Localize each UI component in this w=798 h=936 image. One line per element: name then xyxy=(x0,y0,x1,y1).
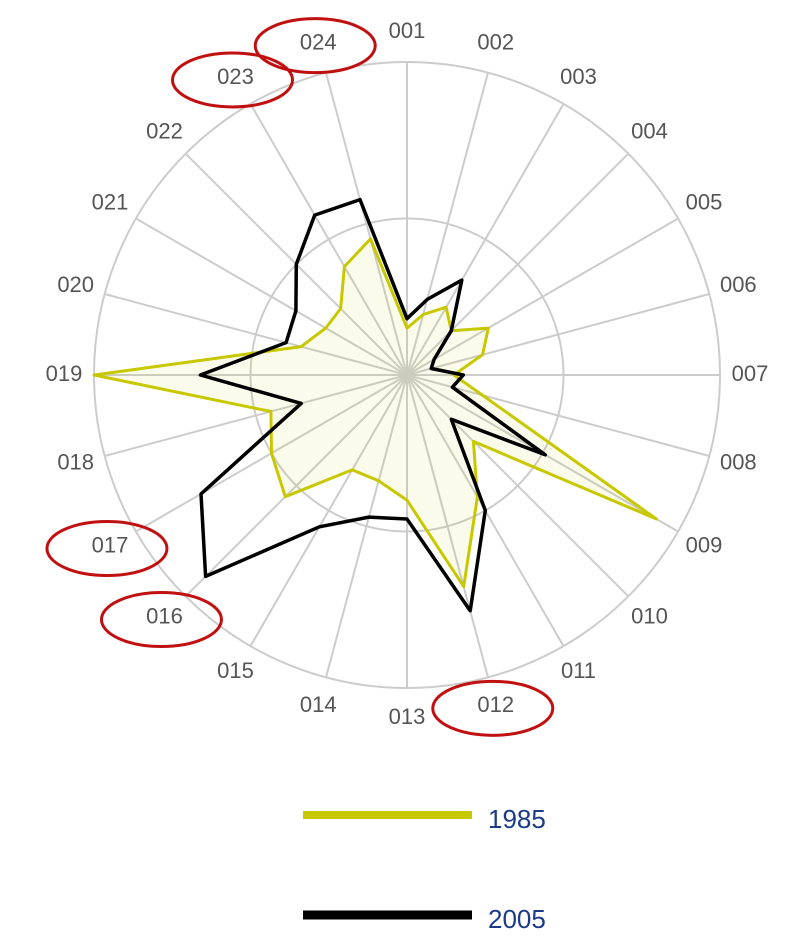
highlight-ellipse xyxy=(99,591,223,649)
series-line xyxy=(198,197,547,613)
category-label: 006 xyxy=(720,272,757,297)
spoke xyxy=(104,374,408,457)
highlight-ellipse xyxy=(45,520,169,577)
category-label: 013 xyxy=(389,704,426,729)
category-label: 014 xyxy=(300,692,337,717)
category-label: 017 xyxy=(92,532,129,557)
category-label: 012 xyxy=(477,692,514,717)
category-label: 024 xyxy=(300,29,337,54)
category-label: 019 xyxy=(46,361,83,386)
highlight-ellipse xyxy=(431,679,555,737)
spoke xyxy=(325,374,408,678)
legend-label: 2005 xyxy=(488,904,546,934)
category-label: 002 xyxy=(477,29,514,54)
spoke xyxy=(406,72,489,376)
spoke xyxy=(249,103,408,376)
category-label: 004 xyxy=(631,118,668,143)
spoke xyxy=(406,103,565,376)
category-label: 020 xyxy=(57,272,94,297)
series-line xyxy=(92,237,658,589)
category-label: 005 xyxy=(686,189,723,214)
spoke xyxy=(406,293,710,376)
spoke xyxy=(406,374,630,598)
highlight-ellipse xyxy=(171,51,294,109)
category-label: 011 xyxy=(561,658,596,683)
spoke xyxy=(249,374,408,647)
spoke xyxy=(325,72,408,376)
spoke xyxy=(135,217,408,376)
category-label: 015 xyxy=(217,658,254,683)
category-label: 018 xyxy=(57,450,94,475)
spoke xyxy=(406,374,710,457)
spoke xyxy=(406,374,489,678)
category-label: 022 xyxy=(146,118,183,143)
spoke xyxy=(184,374,408,598)
category-label: 010 xyxy=(631,603,668,628)
highlight-ellipse xyxy=(253,17,377,75)
category-label: 021 xyxy=(92,189,129,214)
category-label: 007 xyxy=(732,361,769,386)
spoke xyxy=(406,152,630,376)
spoke xyxy=(406,217,679,376)
category-label: 016 xyxy=(146,603,183,628)
category-label: 008 xyxy=(720,450,757,475)
category-label: 023 xyxy=(217,64,254,89)
spoke xyxy=(104,293,408,376)
category-label: 003 xyxy=(560,64,597,89)
category-label: 009 xyxy=(686,532,723,557)
category-label: 001 xyxy=(389,18,426,43)
legend-label: 1985 xyxy=(488,804,546,834)
